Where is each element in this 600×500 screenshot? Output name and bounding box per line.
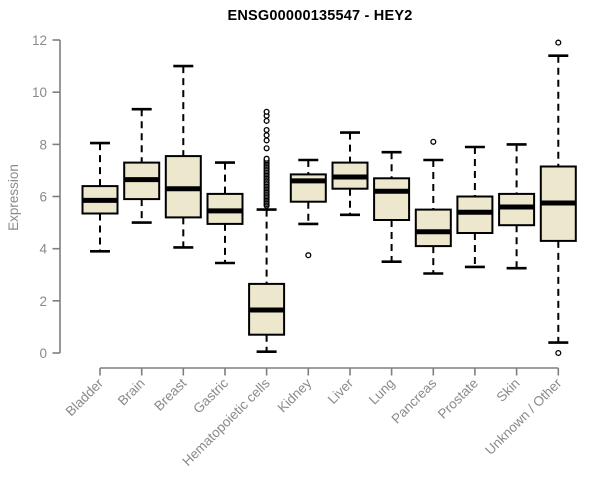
y-axis-tick-label: 6: [39, 190, 47, 205]
y-axis-tick-label: 12: [32, 33, 47, 48]
x-category-label-unknown-other: Unknown / Other: [482, 375, 565, 458]
x-category-label-bladder: Bladder: [63, 375, 107, 419]
box-prostate: [456, 195, 494, 234]
x-category-label-prostate: Prostate: [435, 376, 481, 422]
y-axis-tick-label: 4: [39, 242, 47, 257]
y-axis-tick-label: 2: [39, 294, 47, 309]
outlier-pancreas: [430, 138, 437, 145]
x-category-label-liver: Liver: [325, 375, 357, 407]
y-axis-tick-label: 10: [32, 85, 47, 100]
x-category-label-pancreas: Pancreas: [388, 375, 439, 426]
y-axis-tick-label: 8: [39, 137, 47, 152]
outlier-hematopoietic-cells: [263, 132, 270, 139]
x-category-label-gastric: Gastric: [190, 375, 231, 416]
outlier-unknown-other: [555, 349, 562, 357]
outlier-hematopoietic-cells: [263, 155, 270, 162]
x-category-label-breast: Breast: [151, 375, 189, 413]
x-category-label-skin: Skin: [494, 376, 523, 405]
outlier-hematopoietic-cells: [263, 117, 270, 124]
outlier-hematopoietic-cells: [263, 108, 270, 115]
chart-title: ENSG00000135547 - HEY2: [227, 8, 413, 24]
x-category-label-brain: Brain: [115, 376, 148, 409]
outlier-hematopoietic-cells: [263, 137, 270, 144]
outlier-kidney: [305, 252, 312, 259]
x-category-label-lung: Lung: [366, 376, 398, 408]
outlier-unknown-other: [555, 39, 562, 46]
box-skin: [498, 192, 536, 227]
x-category-label-kidney: Kidney: [275, 375, 315, 415]
box-pancreas: [414, 208, 452, 248]
y-axis-tick-label: 0: [39, 346, 47, 361]
outlier-hematopoietic-cells: [263, 126, 270, 134]
outlier-hematopoietic-cells: [263, 145, 270, 152]
box-lung: [373, 177, 411, 222]
